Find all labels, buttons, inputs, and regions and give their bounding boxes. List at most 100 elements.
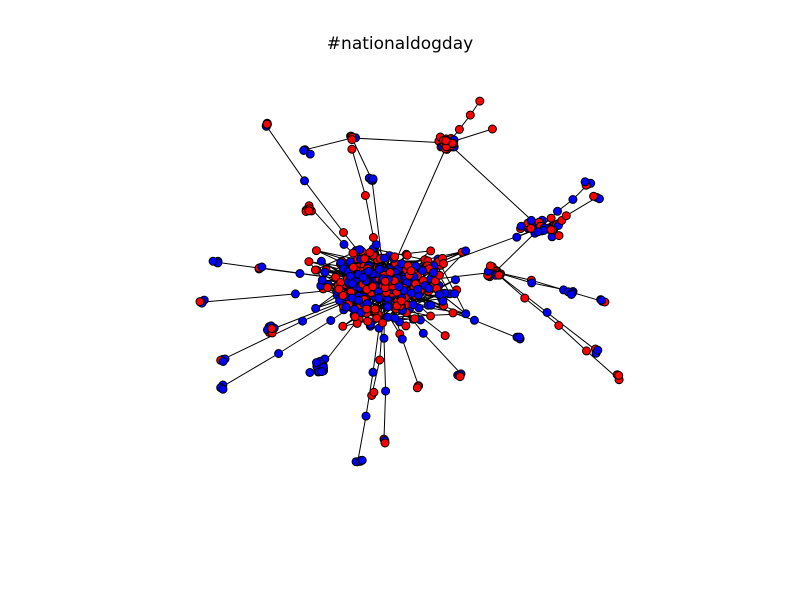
graph-node-blue [341,302,351,312]
graph-node-red [426,311,436,321]
graph-node-red [350,312,360,322]
graph-node-red [475,96,485,106]
graph-node-red [582,346,591,356]
graph-node-blue [568,195,578,204]
graph-node-red [380,276,390,286]
graph-edge [304,137,353,151]
graph-node-red [369,387,379,397]
graph-node-red [304,206,314,216]
graph-node-blue [346,271,355,281]
graph-edge [265,125,305,182]
graph-node-red [589,191,599,201]
graph-node-blue [408,300,418,310]
graph-node-red [348,248,358,258]
graph-node-blue [354,295,364,305]
graph-node-blue [347,279,357,289]
graph-edge [222,320,303,360]
graph-node-blue [527,278,537,288]
graph-node-blue [424,283,434,293]
graph-node-red [267,324,277,334]
graph-node-red [465,110,475,120]
graph-node-red [412,383,422,393]
graph-edge [494,271,548,313]
graph-node-blue [426,300,436,310]
graph-node-blue [218,357,228,366]
graph-node-blue [429,268,439,277]
graph-node-red [360,254,370,264]
graph-node-blue [379,253,389,263]
graph-node-blue [461,246,471,256]
graph-node-red [368,233,378,242]
figure-title: #nationaldogday [326,34,474,54]
graph-node-red [441,136,451,146]
graph-node-blue [434,290,444,300]
graph-node-blue [450,289,460,299]
graph-node-blue [298,316,308,326]
graph-node-blue [516,221,526,231]
graph-node-red [439,259,448,269]
graph-node-blue [461,309,471,319]
graph-node-blue [593,345,603,355]
graph-node-blue [300,176,309,186]
graph-node-blue [363,266,373,276]
graph-node-red [487,124,497,134]
graph-node-blue [311,303,321,313]
graph-node-blue [257,262,267,272]
graph-node-red [397,296,406,306]
graph-node-red [304,257,314,267]
graph-edge [221,353,279,388]
nodes-layer [195,96,624,467]
graph-node-red [440,331,450,341]
graph-node-red [334,284,344,294]
graph-node-blue [383,302,393,312]
graph-node-blue [274,349,284,358]
graph-node-blue [542,308,552,317]
graph-node-red [485,261,495,271]
graph-node-red [347,144,357,154]
graph-node-blue [418,266,428,276]
graph-node-blue [397,334,407,344]
graph-edge [200,293,296,303]
graph-edge [566,196,597,217]
graph-node-blue [357,455,367,465]
graph-node-blue [553,206,562,216]
graph-node-blue [406,288,416,298]
graph-node-red [410,314,420,324]
graph-node-red [360,191,370,200]
graph-node-blue [218,384,228,394]
graph-node-red [339,228,348,237]
graph-node-red [494,270,504,280]
graph-edge [546,312,597,351]
graph-node-blue [295,269,305,278]
graph-node-red [380,438,390,448]
graph-node-blue [566,290,576,299]
graph-node-red [348,262,358,272]
graph-node-red [311,246,321,256]
graph-node-red [546,213,556,223]
graph-edge [351,149,366,196]
graph-node-red [310,265,320,275]
graph-node-blue [316,256,326,266]
graph-node-blue [290,289,300,299]
graph-node-red [365,248,375,257]
graph-node-red [338,321,348,331]
graph-node-blue [451,275,460,285]
graph-node-blue [394,282,404,292]
graph-node-blue [512,232,522,242]
graph-edge [422,332,462,375]
graph-node-red [402,250,412,260]
graph-node-red [426,246,436,256]
graph-node-red [401,321,411,331]
graph-edge [524,297,560,326]
graph-node-red [455,372,465,382]
graph-node-red [375,355,385,365]
graph-edge [372,328,380,373]
graph-node-red [561,211,571,221]
graph-node-blue [320,267,330,277]
graph-edge [558,325,587,352]
graph-node-blue [299,146,309,155]
graph-node-blue [312,358,321,368]
graph-node-red [454,124,464,134]
graph-node-blue [379,333,389,343]
graph-edge [351,137,449,144]
